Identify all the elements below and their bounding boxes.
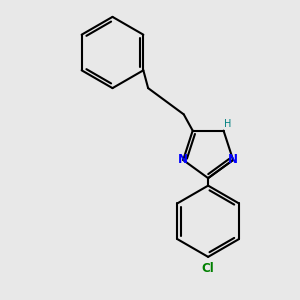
- Text: Cl: Cl: [202, 262, 214, 275]
- Text: N: N: [178, 154, 188, 166]
- Text: H: H: [224, 119, 232, 129]
- Text: N: N: [228, 154, 238, 166]
